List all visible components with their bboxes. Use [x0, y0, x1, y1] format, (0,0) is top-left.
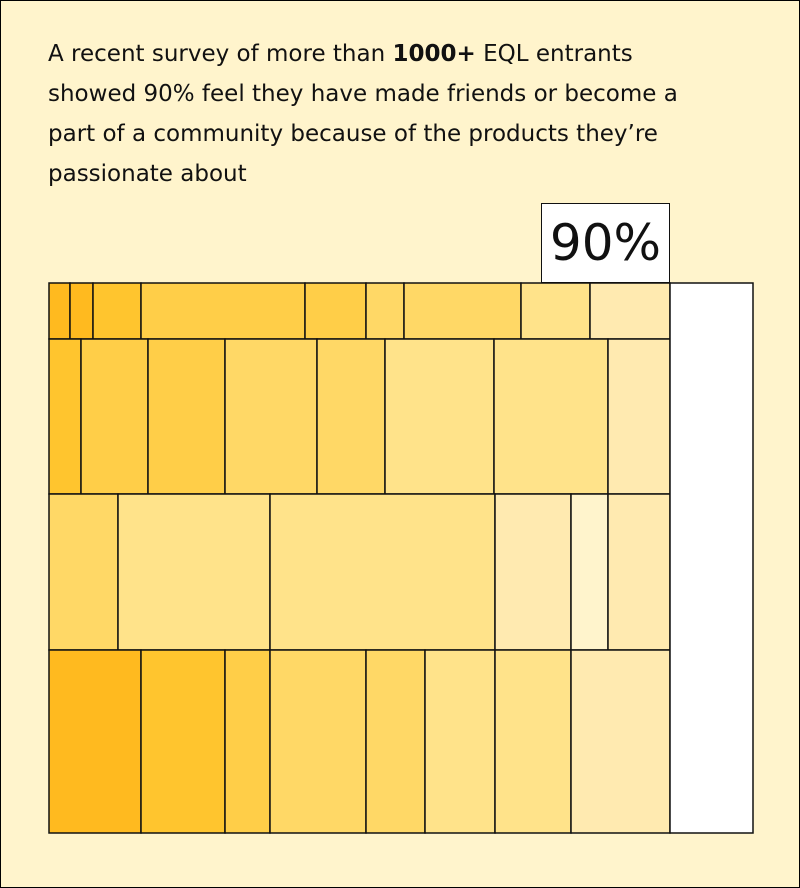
treemap-cell-r3-c1: [48, 493, 119, 651]
treemap-cell-r2-c7: [493, 338, 609, 495]
treemap-cell-r4-c8: [570, 649, 671, 834]
treemap-cell-r3-c3: [269, 493, 496, 651]
treemap-cell-r2-c3: [147, 338, 226, 495]
treemap-cell-r4-c3: [224, 649, 271, 834]
treemap-cell-r2-c2: [80, 338, 149, 495]
percentage-label: 90%: [541, 203, 670, 283]
treemap-cell-r4-c7: [494, 649, 572, 834]
treemap-cell-r4-c1: [48, 649, 142, 834]
treemap-cell-r1-c6: [365, 282, 405, 340]
treemap-cell-r4-c6: [424, 649, 496, 834]
treemap-remaining-cell: [669, 282, 754, 834]
treemap-cell-r3-c2: [117, 493, 271, 651]
treemap-cell-r3-c4: [494, 493, 572, 651]
intro-text: A recent survey of more than 1000+ EQL e…: [48, 34, 728, 194]
treemap-cell-r2-c1: [48, 338, 82, 495]
intro-text-before: A recent survey of more than: [48, 41, 393, 67]
treemap-cell-r1-c7: [403, 282, 522, 340]
treemap-cell-r1-c9: [589, 282, 671, 340]
treemap-cell-r4-c2: [140, 649, 226, 834]
treemap-cell-r1-c5: [304, 282, 367, 340]
treemap-cell-r2-c6: [384, 338, 495, 495]
treemap-cell-r3-c5: [570, 493, 609, 651]
treemap-cell-r4-c4: [269, 649, 367, 834]
intro-bold-count: 1000+: [392, 41, 476, 67]
treemap-cell-r1-c4: [140, 282, 306, 340]
treemap-cell-r1-c1: [48, 282, 71, 340]
treemap-cell-r2-c8: [607, 338, 671, 495]
treemap-cell-r1-c8: [520, 282, 591, 340]
treemap-cell-r1-c3: [92, 282, 142, 340]
treemap-cell-r1-c2: [69, 282, 94, 340]
intro-text-after: EQL entrants showed 90% feel they have m…: [48, 41, 678, 187]
treemap-cell-r2-c4: [224, 338, 318, 495]
treemap-cell-r4-c5: [365, 649, 426, 834]
treemap-cell-r3-c6: [607, 493, 671, 651]
treemap-cell-r2-c5: [316, 338, 386, 495]
